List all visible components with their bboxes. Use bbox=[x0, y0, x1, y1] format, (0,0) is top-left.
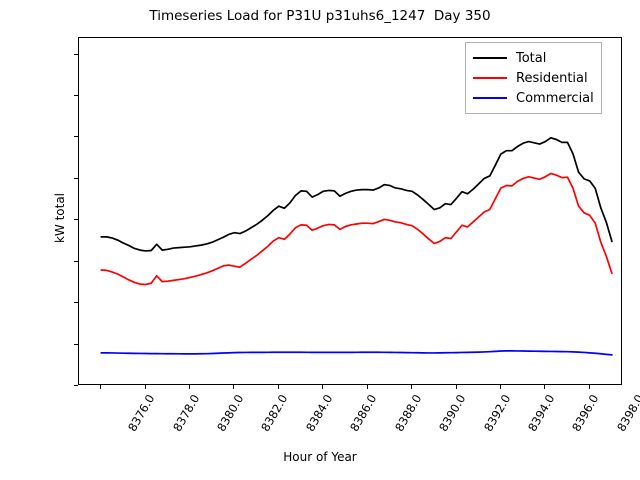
x-tick-mark bbox=[411, 385, 413, 389]
x-tick-label: 8380.0 bbox=[214, 392, 247, 434]
x-tick-mark bbox=[588, 385, 590, 389]
y-tick-mark bbox=[74, 177, 78, 179]
x-tick-mark bbox=[544, 385, 546, 389]
legend-label: Residential bbox=[516, 70, 588, 86]
legend-swatch-commercial bbox=[473, 97, 507, 99]
x-tick-mark bbox=[455, 385, 457, 389]
legend-item-commercial[interactable]: Commercial bbox=[473, 88, 594, 108]
series-line-residential bbox=[100, 172, 613, 286]
x-tick-label: 8394.0 bbox=[525, 392, 558, 434]
y-tick-mark bbox=[74, 343, 78, 345]
legend-swatch-residential bbox=[473, 77, 507, 79]
x-tick-mark bbox=[366, 385, 368, 389]
legend-item-residential[interactable]: Residential bbox=[473, 68, 594, 88]
x-tick-mark bbox=[189, 385, 190, 389]
legend-label: Commercial bbox=[516, 90, 594, 106]
x-tick-mark bbox=[144, 385, 146, 389]
y-tick-mark bbox=[74, 302, 78, 304]
x-tick-label: 8398.0 bbox=[613, 392, 640, 434]
chart-legend: Total Residential Commercial bbox=[465, 42, 602, 114]
x-axis-label: Hour of Year bbox=[283, 450, 357, 464]
x-tick-label: 8376.0 bbox=[125, 392, 158, 434]
x-tick-label: 8382.0 bbox=[258, 392, 291, 434]
x-tick-mark bbox=[277, 385, 279, 389]
legend-swatch-total bbox=[473, 57, 507, 59]
y-tick-mark bbox=[74, 53, 78, 55]
x-tick-mark bbox=[100, 385, 102, 389]
x-tick-mark bbox=[499, 385, 501, 389]
x-tick-label: 8386.0 bbox=[347, 392, 380, 434]
x-tick-mark bbox=[322, 385, 324, 389]
legend-item-total[interactable]: Total bbox=[473, 48, 594, 68]
plot-lines-svg bbox=[100, 136, 613, 356]
legend-label: Total bbox=[516, 50, 547, 66]
x-tick-label: 8378.0 bbox=[169, 392, 202, 434]
y-axis-label: kW total bbox=[53, 192, 67, 244]
series-line-total bbox=[100, 136, 613, 252]
y-tick-mark bbox=[74, 95, 78, 96]
x-tick-mark bbox=[233, 385, 235, 389]
y-tick-mark bbox=[74, 219, 78, 221]
x-tick-label: 8392.0 bbox=[480, 392, 513, 434]
x-tick-label: 8396.0 bbox=[569, 392, 602, 434]
series-line-commercial bbox=[100, 350, 613, 356]
chart-title: Timeseries Load for P31U p31uhs6_1247 Da… bbox=[149, 8, 491, 24]
y-tick-mark bbox=[74, 260, 78, 262]
x-tick-label: 8390.0 bbox=[436, 392, 469, 434]
x-tick-label: 8388.0 bbox=[391, 392, 425, 434]
y-tick-mark bbox=[74, 136, 78, 138]
x-tick-label: 8384.0 bbox=[302, 392, 336, 434]
y-tick-mark bbox=[74, 385, 78, 386]
